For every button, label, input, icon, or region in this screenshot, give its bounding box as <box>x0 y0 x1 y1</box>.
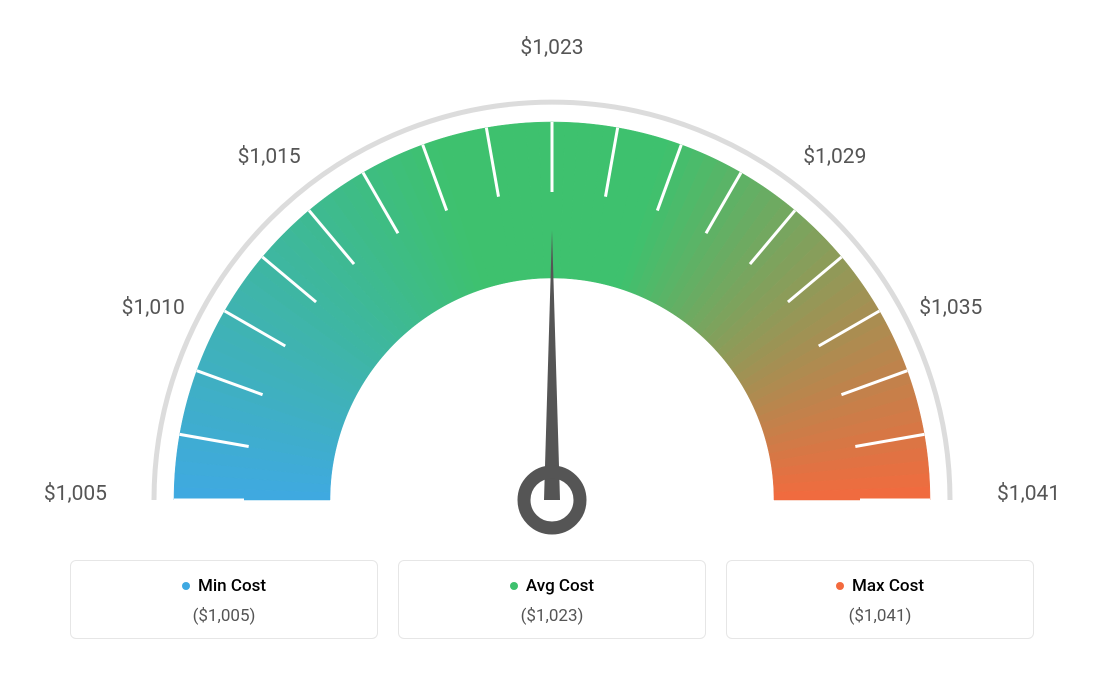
legend-value-avg: ($1,023) <box>409 606 695 626</box>
scale-label: $1,015 <box>238 145 301 169</box>
legend-title-avg: Avg Cost <box>510 576 594 596</box>
scale-label: $1,041 <box>997 482 1060 506</box>
scale-label: $1,029 <box>803 145 866 169</box>
gauge-svg: $1,005 $1,010 $1,015 $1,023 $1,029 $1,035 $1,0… <box>40 20 1064 560</box>
dot-avg <box>510 582 518 590</box>
legend-row: Min Cost ($1,005) Avg Cost ($1,023) Max … <box>40 560 1064 639</box>
scale-label: $1,005 <box>44 482 107 506</box>
legend-label-max: Max Cost <box>852 576 924 596</box>
legend-value-min: ($1,005) <box>81 606 367 626</box>
legend-title-min: Min Cost <box>182 576 266 596</box>
legend-box-min: Min Cost ($1,005) <box>70 560 378 639</box>
dot-max <box>836 582 844 590</box>
legend-title-max: Max Cost <box>836 576 924 596</box>
legend-box-avg: Avg Cost ($1,023) <box>398 560 706 639</box>
scale-label: $1,010 <box>122 296 185 320</box>
legend-label-min: Min Cost <box>198 576 266 596</box>
scale-label: $1,023 <box>520 36 583 60</box>
dot-min <box>182 582 190 590</box>
legend-label-avg: Avg Cost <box>526 576 594 596</box>
gauge-chart: $1,005 $1,010 $1,015 $1,023 $1,029 $1,035 $1,0… <box>40 20 1064 560</box>
legend-value-max: ($1,041) <box>737 606 1023 626</box>
scale-label: $1,035 <box>919 296 982 320</box>
legend-box-max: Max Cost ($1,041) <box>726 560 1034 639</box>
